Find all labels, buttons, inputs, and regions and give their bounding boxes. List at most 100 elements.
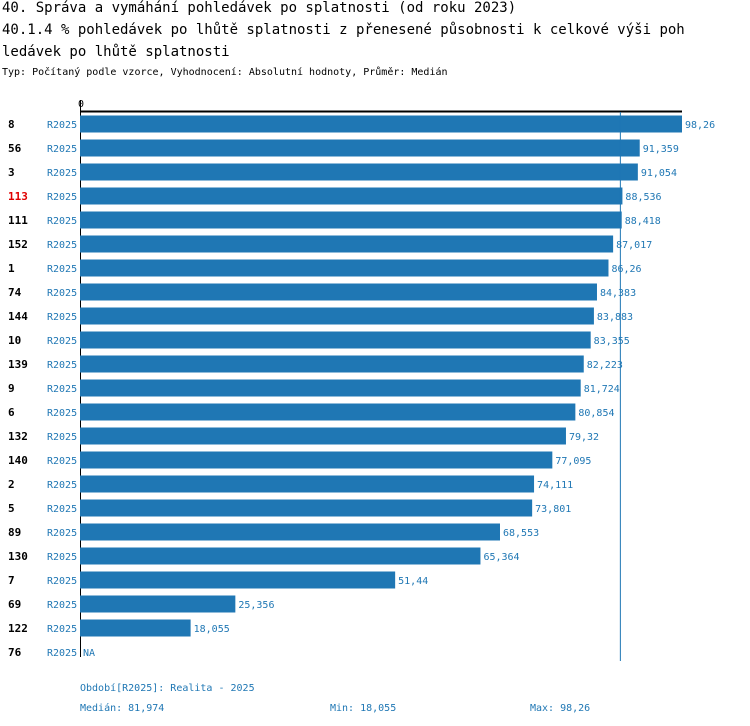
bar: [80, 115, 682, 133]
row-id-label: 8: [8, 118, 15, 131]
row-period-label: R2025: [47, 168, 77, 179]
bar: [80, 427, 566, 445]
bar: [80, 211, 622, 229]
row-id-label: 9: [8, 382, 15, 395]
row-id-label: 111: [8, 214, 28, 227]
chart-title-line-2: 40.1.4 % pohledávek po lhůtě splatnosti …: [2, 22, 685, 38]
row-id-label: 89: [8, 526, 21, 539]
bar-value-label: 81,724: [584, 384, 620, 395]
bar: [80, 331, 591, 349]
row-period-label: R2025: [47, 528, 77, 539]
bar: [80, 475, 535, 493]
row-period-label: R2025: [47, 624, 77, 635]
row-period-label: R2025: [47, 384, 77, 395]
row-period-label: R2025: [47, 288, 77, 299]
row-id-label: 69: [8, 598, 21, 611]
row-id-label: 1: [8, 262, 15, 275]
bar: [80, 619, 191, 637]
row-period-label: R2025: [47, 600, 77, 611]
row-period-label: R2025: [47, 216, 77, 227]
row-period-label: R2025: [47, 480, 77, 491]
bar: [80, 499, 533, 517]
footer-median: Medián: 81,974: [80, 703, 165, 714]
row-id-label: 6: [8, 406, 15, 419]
bar-value-label: 74,111: [537, 480, 573, 491]
row-period-label: R2025: [47, 432, 77, 443]
row-period-label: R2025: [47, 408, 77, 419]
row-id-label: 3: [8, 166, 15, 179]
bar-value-label: 98,26: [685, 120, 715, 131]
bar-value-label: 83,883: [597, 312, 633, 323]
bar-value-label: 87,017: [616, 240, 652, 251]
chart-title-line-3: ledávek po lhůtě splatnosti: [2, 44, 230, 60]
row-period-label: R2025: [47, 120, 77, 131]
bar: [80, 451, 553, 469]
bar-value-label: 68,553: [503, 528, 539, 539]
bar: [80, 403, 576, 421]
bar: [80, 259, 609, 277]
bar-value-label: 25,356: [238, 600, 274, 611]
bar: [80, 523, 500, 541]
bar-value-label: 83,355: [594, 336, 630, 347]
row-id-label: 122: [8, 622, 28, 635]
bar: [80, 595, 236, 613]
bar-value-label: 80,854: [578, 408, 614, 419]
bar-value-label: 88,536: [625, 192, 661, 203]
bar: [80, 571, 396, 589]
chart-subtitle: Typ: Počítaný podle vzorce, Vyhodnocení:…: [2, 67, 448, 78]
row-period-label: R2025: [47, 360, 77, 371]
row-period-label: R2025: [47, 552, 77, 563]
row-id-label: 144: [8, 310, 28, 323]
row-id-label: 74: [8, 286, 22, 299]
row-period-label: R2025: [47, 336, 77, 347]
bar: [80, 283, 597, 301]
row-id-label: 140: [8, 454, 28, 467]
bar-value-label: 51,44: [398, 576, 428, 587]
row-id-label: 5: [8, 502, 15, 515]
footer-period: Období[R2025]: Realita - 2025: [80, 683, 255, 694]
bar: [80, 307, 594, 325]
bar-value-label: 82,223: [587, 360, 623, 371]
bar-value-label: 79,32: [569, 432, 599, 443]
footer-max: Max: 98,26: [530, 703, 591, 714]
bar-value-label: 86,26: [611, 264, 641, 275]
bar-value-label: 65,364: [483, 552, 519, 563]
bar-value-label: 73,801: [535, 504, 571, 515]
row-period-label: R2025: [47, 192, 77, 203]
bar-value-label: 91,054: [641, 168, 677, 179]
chart-title-line-1: 40. Správa a vymáhání pohledávek po spla…: [2, 0, 517, 16]
bar: [80, 547, 481, 565]
bar-value-label: 91,359: [643, 144, 679, 155]
row-period-label: R2025: [47, 144, 77, 155]
bar: [80, 187, 623, 205]
row-id-label: 10: [8, 334, 21, 347]
row-id-label: 76: [8, 646, 22, 659]
row-id-label: 7: [8, 574, 15, 587]
row-id-label: 56: [8, 142, 22, 155]
row-id-label: 113: [8, 190, 28, 203]
row-id-label: 132: [8, 430, 28, 443]
row-id-label: 2: [8, 478, 15, 491]
bar: [80, 379, 581, 397]
row-period-label: R2025: [47, 240, 77, 251]
bar-value-label: 88,418: [625, 216, 661, 227]
bar: [80, 163, 638, 181]
bar: [80, 235, 614, 253]
row-period-label: R2025: [47, 456, 77, 467]
bar-value-label: 84,383: [600, 288, 636, 299]
axis-zero-label: 0: [78, 99, 84, 110]
row-period-label: R2025: [47, 312, 77, 323]
bar-value-label: 18,055: [194, 624, 230, 635]
bar-value-label: 77,095: [555, 456, 591, 467]
row-period-label: R2025: [47, 264, 77, 275]
row-id-label: 139: [8, 358, 28, 371]
row-period-label: R2025: [47, 504, 77, 515]
bar-value-label: NA: [83, 648, 95, 659]
row-id-label: 152: [8, 238, 28, 251]
row-period-label: R2025: [47, 576, 77, 587]
row-id-label: 130: [8, 550, 28, 563]
footer-min: Min: 18,055: [330, 703, 397, 714]
bar: [80, 139, 640, 157]
row-period-label: R2025: [47, 648, 77, 659]
